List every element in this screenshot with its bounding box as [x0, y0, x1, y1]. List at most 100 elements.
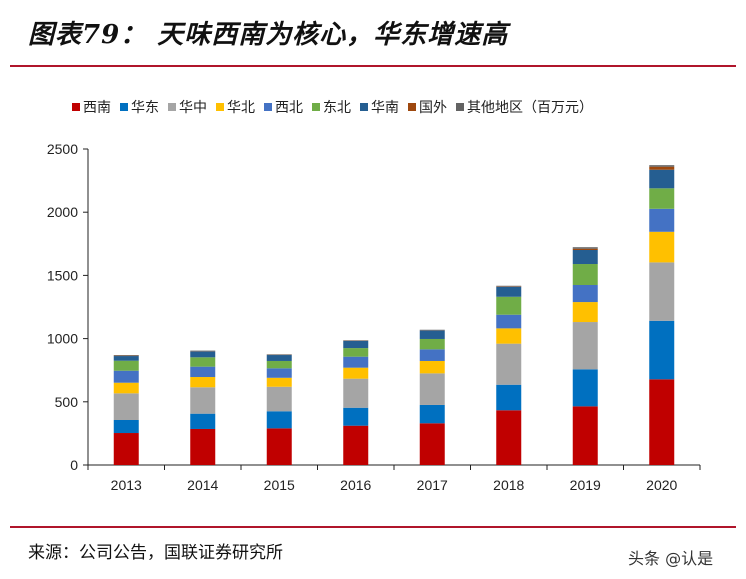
- bar-segment-华南-2013: [113, 356, 139, 361]
- y-tick-label: 1000: [47, 331, 78, 347]
- x-tick-label: 2017: [417, 477, 448, 493]
- legend-label-华南: 华南: [371, 100, 399, 116]
- bar-segment-东北-2016: [343, 348, 369, 357]
- bar-segment-东北-2019: [572, 264, 598, 286]
- bar-segment-华中-2018: [496, 343, 522, 385]
- legend-label-东北: 东北: [323, 100, 351, 116]
- legend-swatch-国外: [408, 103, 416, 111]
- bar-segment-华东-2013: [113, 420, 139, 434]
- bar-segment-国外-2020: [649, 166, 675, 170]
- bar-segment-东北-2018: [496, 296, 522, 315]
- legend-swatch-华南: [360, 103, 368, 111]
- top-divider: [10, 65, 736, 67]
- bar-segment-西北-2013: [113, 370, 139, 383]
- legend-label-西北: 西北: [275, 100, 303, 116]
- bar-segment-其他地区-2018: [496, 285, 522, 287]
- legend-label-华东: 华东: [131, 100, 159, 116]
- bar-segment-华南-2014: [190, 351, 216, 358]
- bar-segment-国外-2019: [572, 248, 598, 250]
- bar-segment-华南-2016: [343, 341, 369, 349]
- bar-segment-西北-2014: [190, 366, 216, 378]
- bar-segment-华南-2018: [496, 286, 522, 297]
- legend-label-其他地区: 其他地区（百万元）: [467, 100, 593, 116]
- bar-segment-华中-2016: [343, 378, 369, 408]
- bar-segment-华中-2019: [572, 322, 598, 370]
- y-tick-label: 500: [55, 394, 79, 410]
- legend-label-国外: 国外: [419, 100, 447, 116]
- bar-segment-东北-2017: [419, 338, 445, 350]
- x-tick-label: 2016: [340, 477, 371, 493]
- legend-label-西南: 西南: [83, 100, 111, 116]
- bar-segment-华南-2020: [649, 169, 675, 189]
- bar-segment-华中-2017: [419, 373, 445, 405]
- bar-segment-其他地区-2015: [266, 354, 292, 355]
- bar-segment-其他地区-2014: [190, 350, 216, 352]
- bar-segment-东北-2020: [649, 188, 675, 209]
- bar-segment-华南-2017: [419, 330, 445, 339]
- legend-label-华中: 华中: [179, 100, 207, 116]
- bar-segment-其他地区-2013: [113, 355, 139, 356]
- bar-segment-西北-2020: [649, 208, 675, 232]
- bar-segment-华东-2020: [649, 320, 675, 380]
- bar-segment-东北-2015: [266, 360, 292, 369]
- bar-segment-华北-2017: [419, 360, 445, 374]
- bar-segment-西北-2018: [496, 314, 522, 329]
- bar-segment-西北-2017: [419, 349, 445, 361]
- y-tick-label: 1500: [47, 267, 78, 283]
- y-tick-label: 2000: [47, 204, 78, 220]
- bar-segment-华东-2014: [190, 413, 216, 429]
- x-tick-label: 2020: [646, 477, 677, 493]
- bar-segment-华东-2015: [266, 411, 292, 429]
- bar-segment-华中-2014: [190, 387, 216, 414]
- bar-segment-华北-2014: [190, 377, 216, 388]
- bar-segment-华北-2019: [572, 302, 598, 323]
- legend-swatch-华东: [120, 103, 128, 111]
- x-tick-label: 2015: [264, 477, 295, 493]
- figure-title: 图表79： 天味西南为核心，华东增速高: [28, 20, 509, 50]
- bar-segment-其他地区-2019: [572, 247, 598, 249]
- bar-segment-华北-2016: [343, 367, 369, 379]
- y-tick-label: 2500: [47, 141, 78, 157]
- bar-segment-其他地区-2016: [343, 340, 369, 341]
- bar-segment-西南-2019: [572, 406, 598, 465]
- bar-segment-华北-2018: [496, 328, 522, 344]
- y-tick-label: 0: [70, 457, 78, 473]
- legend-swatch-华北: [216, 103, 224, 111]
- bar-segment-西北-2015: [266, 368, 292, 378]
- legend-swatch-西北: [264, 103, 272, 111]
- bar-segment-西南-2017: [419, 423, 445, 465]
- bar-segment-华东-2016: [343, 407, 369, 426]
- bar-segment-华东-2018: [496, 384, 522, 411]
- bar-segment-华中-2015: [266, 386, 292, 412]
- legend-label-华北: 华北: [227, 100, 255, 116]
- bar-segment-华北-2015: [266, 377, 292, 387]
- source-note: 来源：公司公告，国联证券研究所: [28, 543, 283, 563]
- bar-segment-华南-2019: [572, 249, 598, 265]
- bar-segment-其他地区-2020: [649, 165, 675, 167]
- bar-segment-华东-2019: [572, 369, 598, 407]
- bar-segment-西南-2014: [190, 428, 216, 465]
- bar-segment-华中-2013: [113, 393, 139, 421]
- legend-swatch-西南: [72, 103, 80, 111]
- bar-segment-东北-2013: [113, 360, 139, 371]
- watermark: 头条 @认是: [628, 549, 714, 568]
- legend-swatch-其他地区: [456, 103, 464, 111]
- bar-segment-西北-2019: [572, 285, 598, 303]
- x-tick-label: 2019: [570, 477, 601, 493]
- bar-segment-西南-2016: [343, 425, 369, 465]
- bar-segment-华北-2020: [649, 231, 675, 263]
- bar-segment-西南-2020: [649, 379, 675, 465]
- legend-swatch-华中: [168, 103, 176, 111]
- bar-segment-华北-2013: [113, 382, 139, 394]
- x-tick-label: 2013: [111, 477, 142, 493]
- bar-segment-东北-2014: [190, 357, 216, 367]
- x-tick-label: 2014: [187, 477, 218, 493]
- bar-segment-华东-2017: [419, 404, 445, 424]
- bar-segment-西北-2016: [343, 356, 369, 368]
- bar-segment-西南-2013: [113, 433, 139, 465]
- bar-segment-西南-2018: [496, 410, 522, 465]
- legend-swatch-东北: [312, 103, 320, 111]
- x-tick-label: 2018: [493, 477, 524, 493]
- bar-segment-华南-2015: [266, 355, 292, 361]
